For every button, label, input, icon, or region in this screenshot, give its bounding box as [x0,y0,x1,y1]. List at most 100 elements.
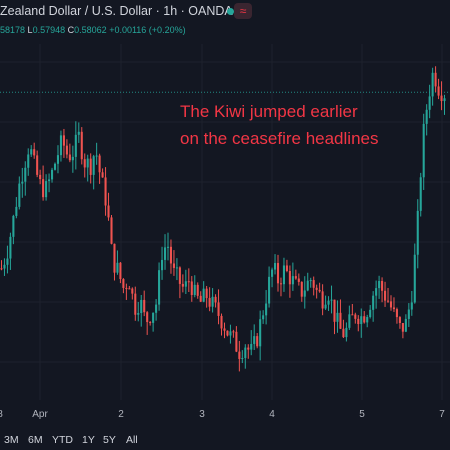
candle-body [360,316,363,325]
candle-body [80,131,83,160]
candle-body [389,301,393,308]
candle-body [0,268,3,270]
candle-body [384,290,387,301]
range-button-6m[interactable]: 6M [28,434,43,446]
candle-body [152,312,155,323]
candle-body [27,154,30,168]
candle-body [190,281,193,295]
candle-body [392,307,396,310]
candle-body [244,347,247,358]
candle-body [443,98,446,102]
candle-body [333,299,336,322]
approx-badge-icon[interactable]: ≈ [234,3,252,19]
candle-body [175,267,178,269]
x-axis-ticks: Apr 2 3 4 5 7 8 [0,409,445,420]
candle-body [226,330,229,336]
candle-body [42,179,45,198]
candle-body [330,299,333,301]
candle-body [21,181,24,184]
candle-body [181,283,184,287]
candle-body [30,149,33,155]
candle-body [202,288,205,302]
candle-body [161,259,164,271]
candle-body [318,289,321,292]
market-open-dot-icon [227,8,234,15]
candle-body [327,300,330,305]
candle-body [291,276,294,285]
candle-body [95,155,98,157]
candle-body [3,264,6,269]
candle-body [122,279,125,288]
candle-body [143,299,146,313]
candle-body [413,254,416,303]
candle-body [199,295,202,302]
candle-body [98,155,101,173]
candle-body [71,156,74,161]
change-value: +0.00116 (+0.20%) [109,25,186,35]
candle-body [137,313,140,315]
candle-body [342,328,345,338]
chart-header: Zealand Dollar / U.S. Dollar · 1h · OAND… [0,0,450,44]
candle-body [369,309,372,318]
candle-body [345,327,348,338]
candle-body [276,263,280,284]
candle-body [9,236,12,259]
range-button-all[interactable]: All [126,434,138,446]
candle-body [265,303,268,316]
chart-annotation: The Kiwi jumped earlier on the ceasefire… [180,98,378,152]
candle-body [419,177,422,211]
candle-body [229,331,232,336]
range-button-1y[interactable]: 1Y [82,434,95,446]
candle-body [404,318,407,332]
candle-body [125,287,128,289]
candle-body [110,217,113,244]
candle-body [273,263,277,270]
candle-body [6,258,9,265]
candle-body [366,317,369,323]
candle-body [306,280,309,291]
candle-body [39,174,42,180]
candle-body [128,288,131,290]
candle-body [196,284,199,296]
candle-body [15,206,18,216]
candle-body [101,172,104,178]
candle-body [422,123,425,178]
candle-body [303,290,306,297]
candle-body [256,336,259,347]
candle-body [50,169,54,180]
x-tick-label: 4 [269,409,275,420]
candle-body [247,347,250,350]
candle-body [166,246,170,248]
symbol-title[interactable]: Zealand Dollar / U.S. Dollar · 1h · OAND… [0,4,233,18]
candle-body [155,304,158,313]
candle-body [68,154,71,161]
candle-body [214,296,217,303]
range-button-3m[interactable]: 3M [4,434,19,446]
candle-body [232,331,235,333]
candle-body [398,317,401,323]
low-value: 0.57948 [32,25,66,35]
x-tick-label: 7 [439,409,445,420]
candle-body [279,283,283,285]
x-tick-label: 5 [359,409,365,420]
candle-body [297,278,300,282]
x-tick-label: 2 [118,409,124,420]
candle-body [74,134,77,157]
candle-body [18,183,21,207]
range-button-ytd[interactable]: YTD [52,434,73,446]
candle-body [271,269,274,277]
range-button-5y[interactable]: 5Y [103,434,116,446]
candle-body [386,300,390,302]
candle-body [158,270,161,305]
candle-body [300,281,303,297]
candle-body [348,314,351,328]
candle-body [178,267,181,284]
candle-body [45,181,48,198]
candle-body [378,281,381,289]
candle-body [259,319,262,347]
candle-body [324,304,327,309]
candle-body [425,109,428,124]
candle-body [24,167,27,182]
candle-body [77,131,80,135]
candle-body [309,280,312,282]
